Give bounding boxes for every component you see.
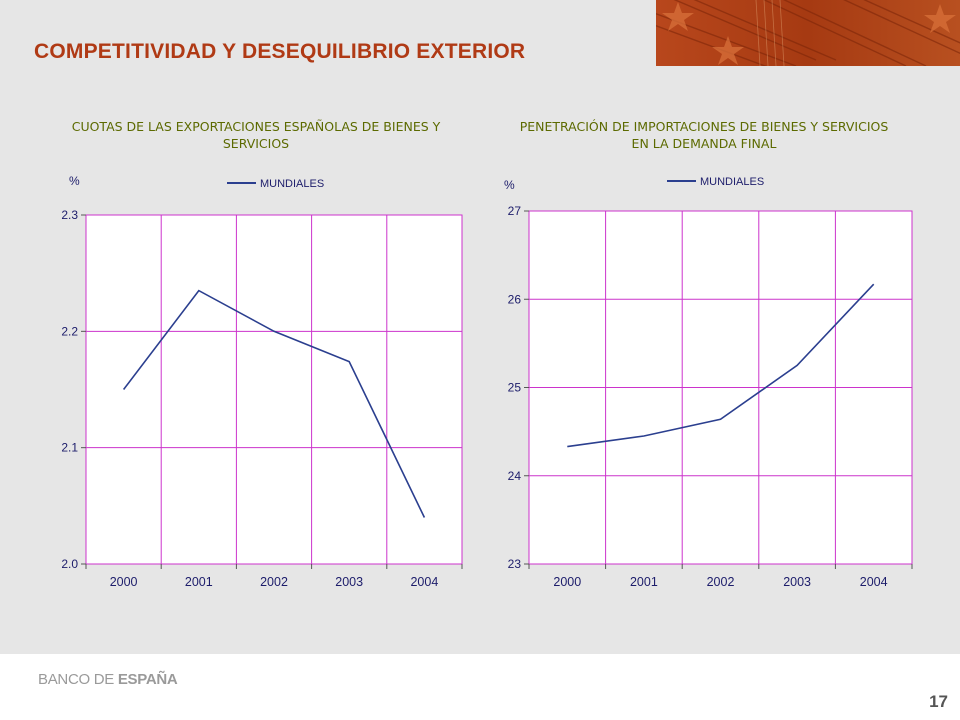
y-tick-label: 24 (508, 469, 522, 483)
x-tick-label: 2001 (630, 575, 658, 589)
eu-flag-banner (656, 0, 960, 66)
legend-label: MUNDIALES (260, 178, 324, 190)
banco-de-espana-logo: BANCO DE ESPAÑA (38, 671, 178, 688)
footer: BANCO DE ESPAÑA 17 (0, 654, 960, 720)
x-tick-label: 2000 (110, 575, 138, 589)
y-tick-label: 2.3 (61, 208, 78, 222)
x-tick-label: 2003 (783, 575, 811, 589)
x-tick-label: 2003 (335, 575, 363, 589)
x-tick-label: 2002 (260, 575, 288, 589)
y-tick-label: 26 (508, 292, 522, 306)
x-tick-label: 2001 (185, 575, 213, 589)
y-tick-label: 2.1 (61, 441, 78, 455)
x-tick-label: 2000 (553, 575, 581, 589)
y-tick-label: 27 (508, 204, 522, 218)
y-tick-label: 25 (508, 381, 522, 395)
x-tick-label: 2004 (410, 575, 438, 589)
star-icon (712, 36, 744, 65)
y-unit-label: % (69, 174, 80, 188)
y-unit-label: % (504, 178, 515, 192)
y-tick-label: 2.2 (61, 324, 78, 338)
y-tick-label: 2.0 (61, 557, 78, 571)
logo-text-part-1: BANCO DE (38, 671, 118, 688)
page-number: 17 (929, 692, 948, 711)
chart-title-line-1: CUOTAS DE LAS EXPORTACIONES ESPAÑOLAS DE… (72, 119, 441, 134)
x-tick-label: 2004 (860, 575, 888, 589)
export-share-chart: CUOTAS DE LAS EXPORTACIONES ESPAÑOLAS DE… (0, 110, 480, 610)
legend-label: MUNDIALES (700, 176, 764, 188)
star-icon (924, 4, 956, 33)
logo-text-part-2: ESPAÑA (117, 671, 178, 688)
x-tick-label: 2002 (707, 575, 735, 589)
chart-title-line-1: PENETRACIÓN DE IMPORTACIONES DE BIENES Y… (520, 119, 889, 134)
chart-title-line-2: SERVICIOS (223, 136, 289, 151)
slide-title: COMPETITIVIDAD Y DESEQUILIBRIO EXTERIOR (34, 40, 526, 63)
series-line-mundiales (122, 289, 426, 518)
import-penetration-chart: PENETRACIÓN DE IMPORTACIONES DE BIENES Y… (480, 110, 960, 610)
series-line-mundiales (567, 283, 875, 448)
star-icon (662, 2, 694, 31)
import-penetration-chart-svg: PENETRACIÓN DE IMPORTACIONES DE BIENES Y… (504, 119, 913, 589)
y-tick-label: 23 (508, 557, 522, 571)
chart-title-line-2: EN LA DEMANDA FINAL (632, 136, 777, 151)
export-share-chart-svg: CUOTAS DE LAS EXPORTACIONES ESPAÑOLAS DE… (61, 119, 463, 589)
plot-area (85, 214, 463, 565)
